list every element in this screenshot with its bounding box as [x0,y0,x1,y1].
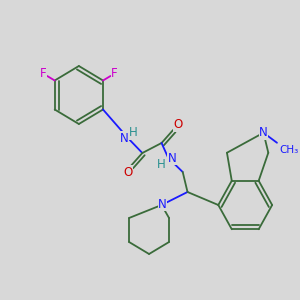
Text: N: N [259,126,268,139]
Text: F: F [40,67,46,80]
Text: N: N [168,152,176,164]
Text: CH₃: CH₃ [279,145,298,155]
Text: O: O [173,118,182,131]
Text: H: H [129,127,138,140]
Text: N: N [158,197,167,211]
Text: O: O [123,166,133,178]
Text: H: H [157,158,166,172]
Text: F: F [111,67,118,80]
Text: N: N [120,131,128,145]
